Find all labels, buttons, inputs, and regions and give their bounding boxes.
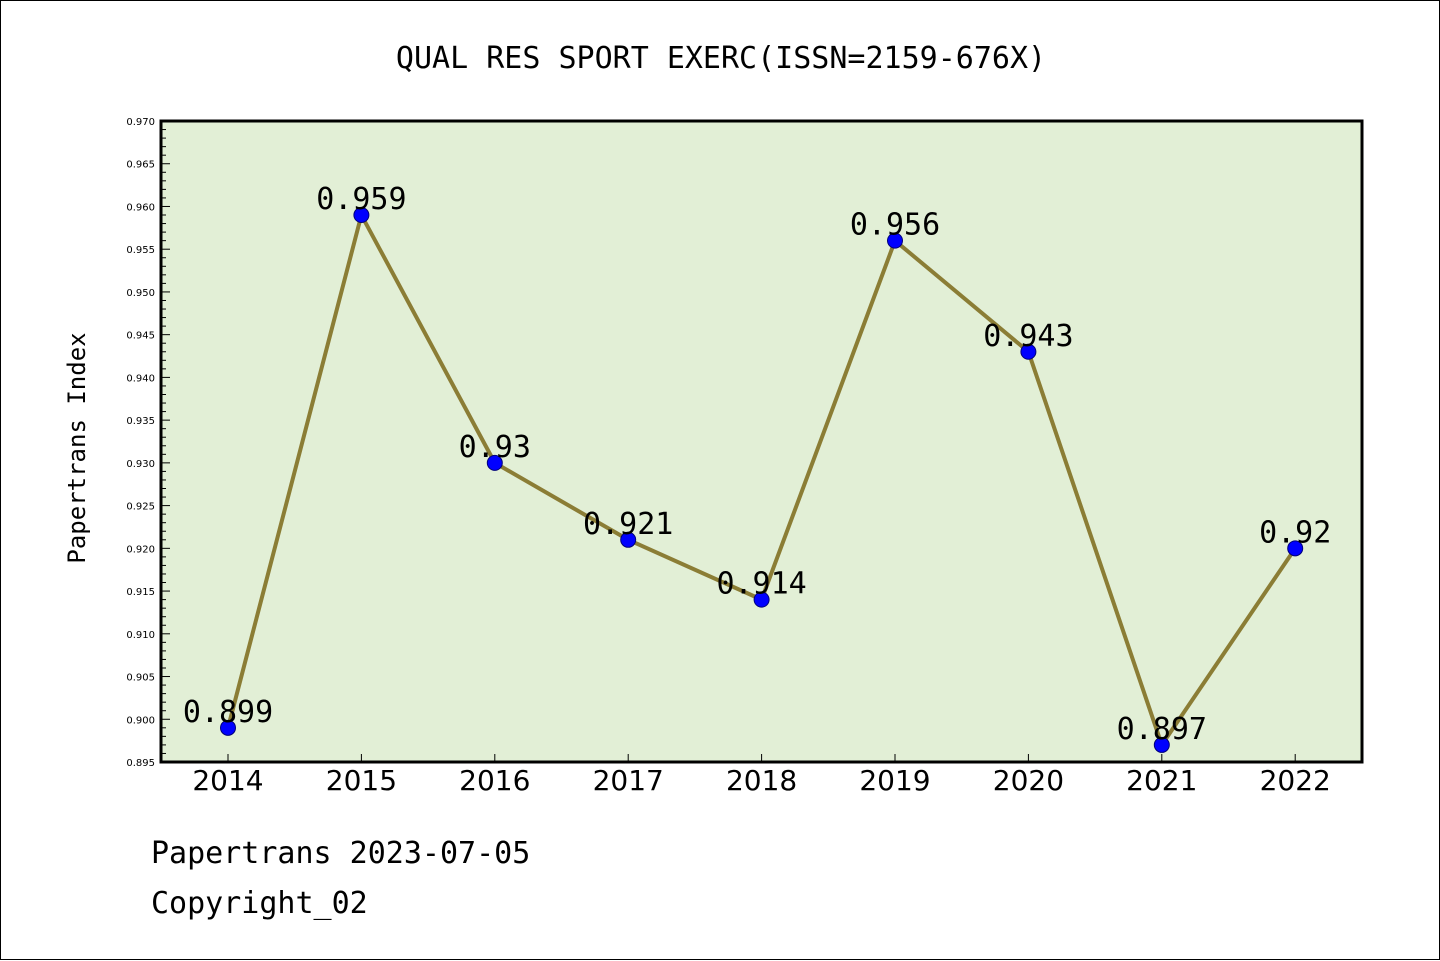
data-label: 0.92	[1259, 515, 1331, 550]
data-point	[620, 531, 637, 548]
footer-date-text: Papertrans 2023-07-05	[151, 836, 531, 871]
y-tick-label: 0.940	[126, 373, 155, 384]
y-tick-label: 0.965	[126, 160, 155, 171]
x-tick-label: 2015	[326, 764, 397, 797]
y-tick-label: 0.900	[126, 715, 155, 726]
data-label: 0.956	[850, 208, 940, 243]
data-label: 0.93	[459, 430, 531, 465]
plot-area	[159, 119, 1364, 764]
data-point	[486, 454, 503, 471]
x-tick-label: 2019	[859, 764, 930, 797]
data-point	[887, 232, 903, 249]
y-tick-label: 0.945	[126, 331, 155, 342]
y-tick-label: 0.935	[126, 416, 155, 427]
data-label: 0.943	[983, 319, 1073, 354]
data-label: 0.959	[316, 182, 406, 217]
x-axis-ticks: 2014 2015 2016 2017 2018 2019 2020 2021 2022	[192, 754, 1331, 797]
x-tick-label: 2020	[993, 764, 1064, 797]
y-tick-label: 0.925	[126, 502, 155, 513]
x-tick-label: 2018	[726, 764, 797, 797]
data-label: 0.897	[1117, 712, 1207, 747]
y-tick-label: 0.960	[126, 202, 155, 213]
y-tick-label: 0.955	[126, 245, 155, 256]
x-tick-label: 2021	[1126, 764, 1197, 797]
data-label: 0.899	[183, 695, 273, 730]
footer-copyright-text: Copyright_02	[151, 886, 368, 921]
data-labels: 0.899 0.959 0.93 0.921 0.914 0.956 0.943 0.897 0…	[183, 182, 1331, 747]
x-tick-label: 2014	[192, 764, 263, 797]
chart-title: QUAL RES SPORT EXERC(ISSN=2159-676X)	[396, 41, 1046, 76]
y-tick-label: 0.915	[126, 587, 155, 598]
y-tick-label: 0.950	[126, 288, 155, 299]
data-point	[1287, 540, 1304, 557]
y-tick-label: 0.910	[126, 630, 155, 641]
y-tick-label: 0.905	[126, 673, 155, 684]
data-point	[753, 591, 770, 608]
data-point	[1153, 736, 1170, 753]
x-tick-label: 2016	[459, 764, 530, 797]
y-axis-ticks: 0.895 0.900 0.905 0.910 0.915 0.920 0.925 0.930…	[126, 117, 170, 769]
data-point	[353, 207, 370, 224]
data-label: 0.914	[716, 567, 806, 602]
data-point	[1020, 343, 1037, 360]
y-tick-label: 0.930	[126, 459, 155, 470]
y-axis-label: Papertrans Index	[63, 332, 91, 563]
data-label: 0.921	[583, 507, 673, 542]
y-tick-label: 0.920	[126, 544, 155, 555]
x-tick-label: 2017	[593, 764, 664, 797]
x-tick-label: 2022	[1260, 764, 1331, 797]
data-markers	[220, 207, 1304, 753]
y-tick-label: 0.895	[126, 758, 155, 769]
data-point	[220, 719, 236, 736]
y-tick-label: 0.970	[126, 117, 155, 128]
